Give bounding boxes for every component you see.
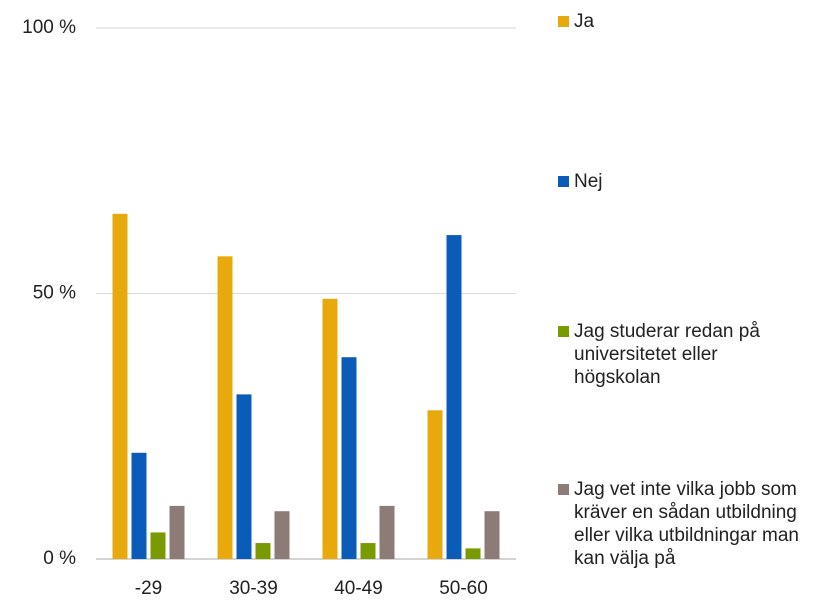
bar: [274, 511, 290, 559]
bar: [427, 410, 443, 559]
bar: [484, 511, 500, 559]
y-tick-label: 100 %: [22, 17, 76, 38]
bar: [360, 543, 376, 559]
legend-swatch: [558, 484, 569, 495]
bar: [465, 548, 481, 559]
bar: [446, 235, 462, 559]
legend-entry: Ja: [558, 10, 808, 33]
bar: [379, 505, 395, 559]
bar: [255, 543, 271, 559]
bar: [236, 394, 252, 559]
legend-swatch: [558, 176, 569, 187]
legend-label: Nej: [574, 171, 603, 192]
legend-entry: Jag vet inte vilka jobb som kräver en så…: [558, 478, 808, 570]
y-tick-label: 0 %: [43, 548, 76, 569]
y-tick-label: 50 %: [33, 283, 76, 304]
legend-swatch: [558, 16, 569, 27]
bar: [169, 505, 185, 559]
legend-entry: Nej: [558, 170, 808, 193]
x-tick-label: 50-60: [439, 578, 488, 599]
bar: [150, 532, 166, 559]
legend-swatch: [558, 326, 569, 337]
bar: [322, 298, 338, 559]
bar: [131, 452, 147, 559]
legend-label: Ja: [574, 11, 595, 32]
bar: [112, 213, 128, 559]
bar: [217, 256, 233, 559]
x-tick-label: 40-49: [334, 578, 383, 599]
legend-label: Jag studerar redan på universitetet elle…: [574, 321, 760, 388]
legend-label: Jag vet inte vilka jobb som kräver en så…: [574, 479, 799, 569]
x-tick-label: -29: [135, 578, 162, 599]
x-tick-label: 30-39: [229, 578, 278, 599]
legend-entry: Jag studerar redan på universitetet elle…: [558, 320, 808, 389]
bar: [341, 357, 357, 559]
